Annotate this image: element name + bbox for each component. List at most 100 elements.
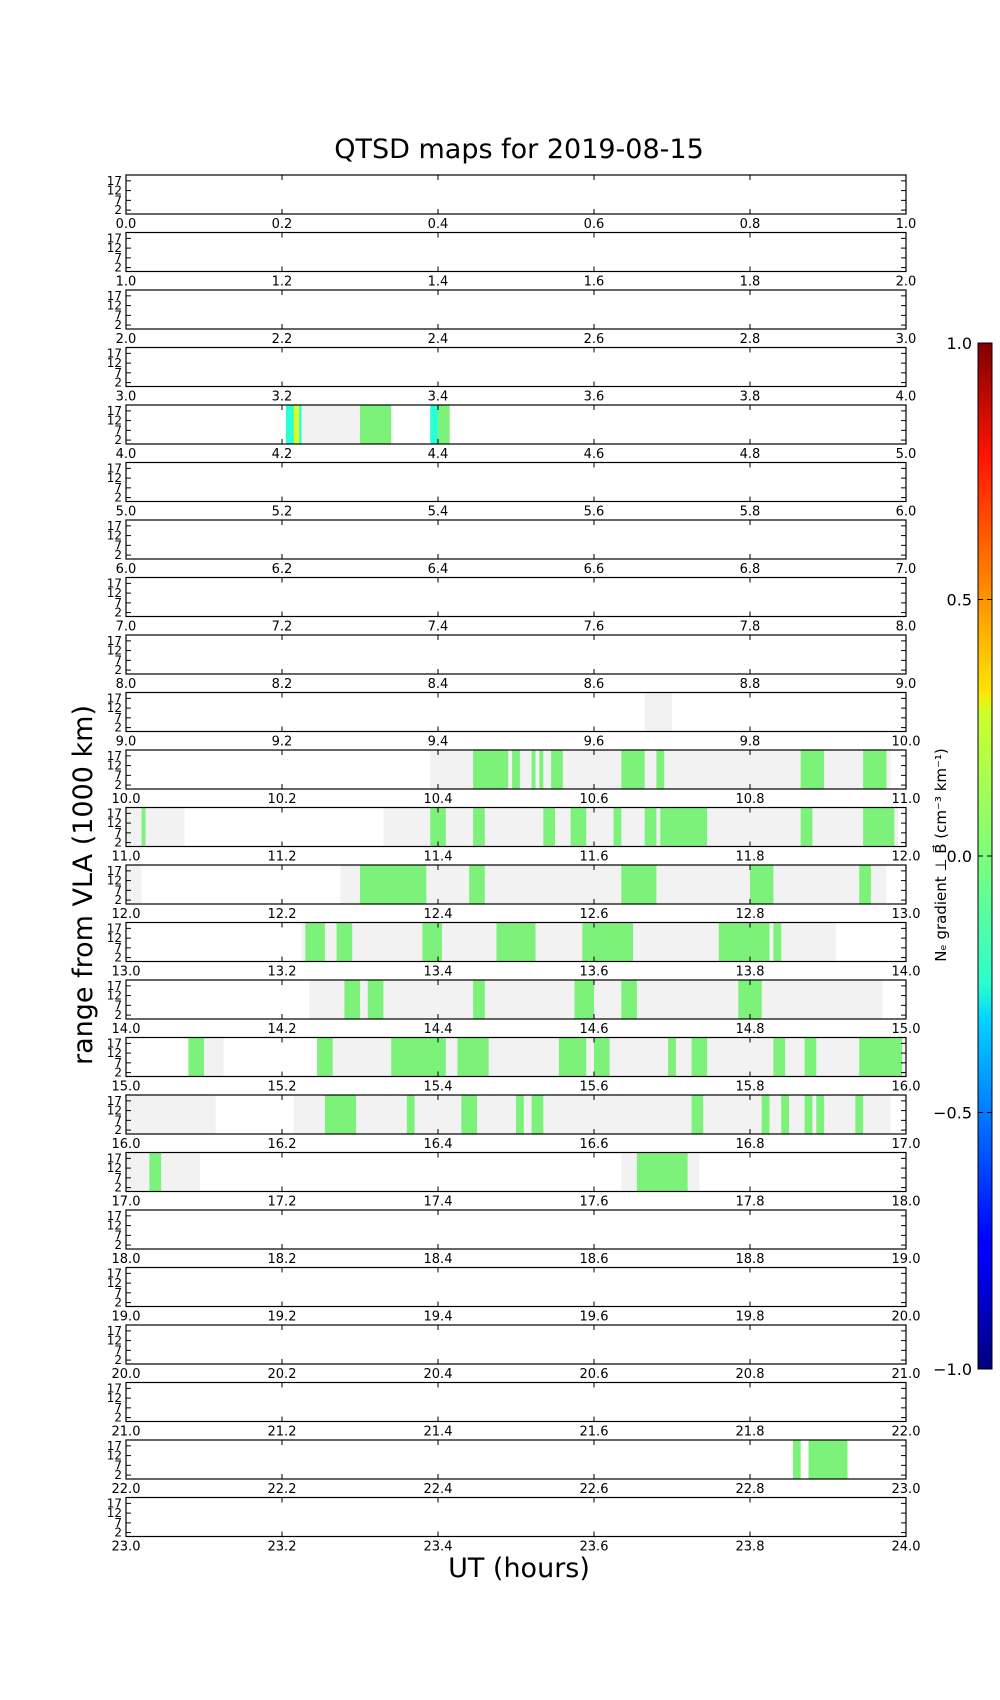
x-tick-label: 0.4 xyxy=(428,217,449,232)
x-tick-label: 22.0 xyxy=(112,1482,141,1497)
y-tick-label: 2 xyxy=(114,548,122,562)
y-tick-label: 17 xyxy=(107,1324,122,1338)
x-tick-label: 5.4 xyxy=(428,505,449,520)
x-tick-label: 6.2 xyxy=(272,562,293,577)
panel-frame xyxy=(125,461,907,503)
panel-frame xyxy=(125,404,907,445)
y-tick-label: 17 xyxy=(107,1496,122,1510)
x-tick-label: 0.2 xyxy=(272,217,293,232)
coverage-band xyxy=(309,980,883,1019)
y-tick-label: 12 xyxy=(107,241,122,255)
x-tick-label: 1.4 xyxy=(428,275,449,290)
x-tick-label: 17.0 xyxy=(112,1195,141,1210)
y-tick-label: 7 xyxy=(114,193,122,207)
coverage-band xyxy=(340,865,887,904)
x-tick-label: 22.8 xyxy=(736,1482,765,1497)
x-tick-label: 5.2 xyxy=(272,505,293,520)
panel-frame xyxy=(125,1036,907,1078)
y-tick-label: 17 xyxy=(107,1036,122,1050)
qtsd-band xyxy=(473,807,485,847)
y-tick-label: 12 xyxy=(107,989,122,1003)
y-tick-label: 17 xyxy=(107,691,122,705)
y-tick-label: 2 xyxy=(114,951,122,965)
qtsd-band xyxy=(718,922,770,962)
x-tick-label: 6.6 xyxy=(584,562,605,577)
qtsd-band xyxy=(344,980,360,1019)
y-tick-label: 2 xyxy=(114,1296,122,1310)
x-tick-label: 5.6 xyxy=(584,505,605,520)
x-tick-label: 8.4 xyxy=(428,677,449,692)
y-tick-label: 17 xyxy=(107,1209,122,1223)
x-tick-label: 7.4 xyxy=(428,620,449,635)
qtsd-band xyxy=(859,1037,903,1077)
y-tick-label: 17 xyxy=(107,979,122,993)
x-tick-label: 0.0 xyxy=(116,217,137,232)
qtsd-band xyxy=(188,1037,204,1077)
y-tick-label: 2 xyxy=(114,376,122,390)
colorbar-tick-label: 0.0 xyxy=(947,847,972,866)
qtsd-band xyxy=(816,1095,825,1134)
x-tick-label: 4.8 xyxy=(740,447,761,462)
qtsd-band xyxy=(317,1037,333,1077)
qtsd-band xyxy=(305,922,325,962)
x-tick-label: 14.2 xyxy=(268,1022,297,1037)
qtsd-band xyxy=(391,1037,446,1077)
y-tick-label: 7 xyxy=(114,538,122,552)
qtsd-band-yellow xyxy=(293,405,300,444)
x-tick-label: 1.2 xyxy=(272,275,293,290)
x-tick-label: 19.8 xyxy=(736,1310,765,1325)
x-tick-label: 7.6 xyxy=(584,620,605,635)
x-tick-label: 12.4 xyxy=(424,907,453,922)
x-tick-label: 18.0 xyxy=(892,1195,921,1210)
y-tick-label: 17 xyxy=(107,1151,122,1165)
y-tick-label: 17 xyxy=(107,1094,122,1108)
x-tick-label: 23.2 xyxy=(268,1540,297,1555)
x-tick-label: 8.8 xyxy=(740,677,761,692)
panel-frame xyxy=(125,1439,907,1480)
colorbar-tick-label: 0.5 xyxy=(947,591,972,610)
x-tick-label: 11.0 xyxy=(892,792,921,807)
y-tick-label: 12 xyxy=(107,1506,122,1520)
qtsd-band xyxy=(141,807,146,847)
y-tick-label: 7 xyxy=(114,481,122,495)
qtsd-band xyxy=(656,750,665,789)
qtsd-band xyxy=(621,750,645,789)
qtsd-band xyxy=(473,980,485,1019)
y-tick-label: 17 xyxy=(107,231,122,245)
x-tick-label: 15.4 xyxy=(424,1080,453,1095)
y-tick-label: 12 xyxy=(107,759,122,773)
y-tick-label: 12 xyxy=(107,701,122,715)
qtsd-band xyxy=(543,807,555,847)
x-tick-label: 20.0 xyxy=(892,1310,921,1325)
qtsd-band xyxy=(496,922,536,962)
y-tick-label: 17 xyxy=(107,921,122,935)
qtsd-band xyxy=(800,807,813,847)
qtsd-band xyxy=(324,1095,357,1134)
x-tick-label: 20.0 xyxy=(112,1367,141,1382)
y-tick-label: 2 xyxy=(114,606,122,620)
y-tick-label: 2 xyxy=(114,1238,122,1252)
x-tick-label: 23.4 xyxy=(424,1540,453,1555)
x-tick-label: 21.4 xyxy=(424,1425,453,1440)
y-tick-label: 2 xyxy=(114,778,122,792)
qtsd-band xyxy=(804,1095,813,1134)
x-tick-label: 15.2 xyxy=(268,1080,297,1095)
x-tick-label: 8.0 xyxy=(116,677,137,692)
x-tick-label: 18.2 xyxy=(268,1252,297,1267)
qtsd-band xyxy=(781,1095,789,1134)
x-tick-label: 2.4 xyxy=(428,332,449,347)
x-tick-label: 7.2 xyxy=(272,620,293,635)
y-tick-label: 7 xyxy=(114,1401,122,1415)
y-tick-label: 12 xyxy=(107,816,122,830)
x-tick-label: 6.0 xyxy=(896,505,917,520)
x-tick-label: 3.6 xyxy=(584,390,605,405)
x-tick-label: 13.6 xyxy=(580,965,609,980)
x-tick-label: 3.8 xyxy=(740,390,761,405)
